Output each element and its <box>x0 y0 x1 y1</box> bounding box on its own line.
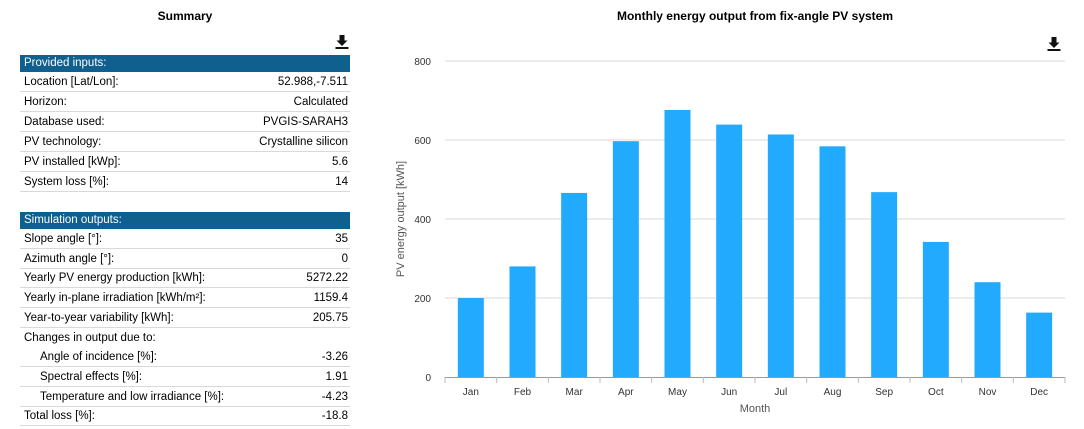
summary-row-label: Year-to-year variability [kWh]: <box>24 311 174 324</box>
summary-row-value: Crystalline silicon <box>259 135 348 148</box>
y-tick-label: 200 <box>414 294 431 305</box>
summary-row: Angle of incidence [%]: -3.26 <box>20 348 350 368</box>
summary-row-label: Changes in output due to: <box>24 331 156 344</box>
summary-row: Spectral effects [%]: 1.91 <box>20 368 350 387</box>
summary-row-value: Calculated <box>293 95 348 108</box>
bar-aug[interactable] <box>819 146 846 377</box>
y-tick-label: 800 <box>414 57 431 68</box>
bar-jul[interactable] <box>767 134 794 377</box>
x-tick-label: Aug <box>824 387 842 398</box>
summary-row-value: -4.23 <box>321 390 348 403</box>
y-tick-label: 600 <box>414 136 431 147</box>
summary-row: Year-to-year variability [kWh]: 205.75 <box>20 309 350 328</box>
chart-download-icon[interactable] <box>1047 37 1061 51</box>
bar-jun[interactable] <box>716 124 743 377</box>
summary-row: Slope angle [°]: 35 <box>20 230 350 249</box>
summary-download-icon[interactable] <box>335 35 349 49</box>
summary-row-value: 205.75 <box>312 311 348 324</box>
summary-row-label: Temperature and low irradiance [%]: <box>40 390 225 403</box>
x-tick-label: Dec <box>1030 387 1048 398</box>
simulation-outputs-header: Simulation outputs: <box>20 212 350 229</box>
summary-row-label: Yearly PV energy production [kWh]: <box>24 272 206 285</box>
summary-row-value: PVGIS-SARAH3 <box>263 115 348 128</box>
chart-title: Monthly energy output from fix-angle PV … <box>616 9 894 23</box>
bar-apr[interactable] <box>612 141 639 377</box>
bar-feb[interactable] <box>509 266 536 377</box>
summary-row-value: -3.26 <box>321 351 348 364</box>
summary-row-label: Location [Lat/Lon]: <box>24 76 119 88</box>
summary-row-value: 35 <box>335 233 348 245</box>
summary-row-label: Slope angle [°]: <box>24 233 103 245</box>
summary-row: Total loss [%]: -18.8 <box>20 407 350 427</box>
x-tick-label: Sep <box>875 387 893 398</box>
x-tick-label: Oct <box>928 387 944 398</box>
x-tick-label: Mar <box>566 387 584 398</box>
x-tick-label: Jul <box>774 387 787 398</box>
x-tick-label: Feb <box>514 387 532 398</box>
x-tick-label: Jan <box>463 387 479 398</box>
summary-row: PV installed [kWp]: 5.6 <box>20 153 350 172</box>
summary-row-value: 0 <box>341 252 348 265</box>
summary-row-label: Total loss [%]: <box>24 410 95 423</box>
summary-row-label: PV technology: <box>24 135 102 148</box>
summary-row-label: Yearly in-plane irradiation [kWh/m²]: <box>24 292 206 305</box>
summary-row-label: PV installed [kWp]: <box>24 155 121 168</box>
summary-row: Changes in output due to: <box>20 329 350 348</box>
summary-row: PV technology: Crystalline silicon <box>20 133 350 152</box>
bar-may[interactable] <box>664 109 691 377</box>
summary-row: Yearly in-plane irradiation [kWh/m²]: 115… <box>20 289 350 309</box>
x-tick-label: Nov <box>979 387 997 398</box>
summary-row-value: 1159.4 <box>313 292 348 305</box>
x-axis-label: Month <box>740 403 771 415</box>
x-tick-label: Jun <box>721 387 737 398</box>
summary-row: Yearly PV energy production [kWh]: 5272.2… <box>20 269 350 289</box>
summary-row: Database used: PVGIS-SARAH3 <box>20 113 350 132</box>
summary-row-value: 52.988,-7.511 <box>277 76 348 88</box>
provided-inputs-header: Provided inputs: <box>20 55 350 72</box>
summary-row-label: Database used: <box>24 115 105 128</box>
summary-row-value: 5272.22 <box>306 272 348 285</box>
summary-row: Location [Lat/Lon]: 52.988,-7.511 <box>20 73 350 92</box>
summary-row-label: Spectral effects [%]: <box>40 370 143 383</box>
bar-mar[interactable] <box>561 192 588 377</box>
y-tick-label: 0 <box>425 373 431 384</box>
summary-row: Temperature and low irradiance [%]: -4.23 <box>20 388 350 407</box>
bar-oct[interactable] <box>922 241 949 377</box>
summary-row-value: -18.8 <box>321 410 348 423</box>
summary-row-label: Angle of incidence [%]: <box>40 351 157 364</box>
summary-row-label: Azimuth angle [°]: <box>24 252 115 265</box>
y-tick-label: 400 <box>414 215 431 226</box>
summary-row: System loss [%]: 14 <box>20 173 350 192</box>
bar-jan[interactable] <box>457 298 484 377</box>
summary-row-label: Horizon: <box>24 95 67 108</box>
bar-nov[interactable] <box>974 282 1001 377</box>
summary-row-value: 1.91 <box>325 370 348 383</box>
summary-title: Summary <box>157 9 213 23</box>
y-axis-label: PV energy output [kWh] <box>395 161 407 277</box>
bar-dec[interactable] <box>1026 312 1053 377</box>
summary-row: Horizon: Calculated <box>20 93 350 112</box>
summary-row-value: 5.6 <box>332 155 348 168</box>
x-tick-label: May <box>668 387 687 398</box>
bar-sep[interactable] <box>871 192 898 377</box>
summary-row-value: 14 <box>335 175 348 188</box>
summary-row: Azimuth angle [°]: 0 <box>20 250 350 269</box>
summary-row-label: System loss [%]: <box>24 175 109 188</box>
x-tick-label: Apr <box>618 387 634 398</box>
